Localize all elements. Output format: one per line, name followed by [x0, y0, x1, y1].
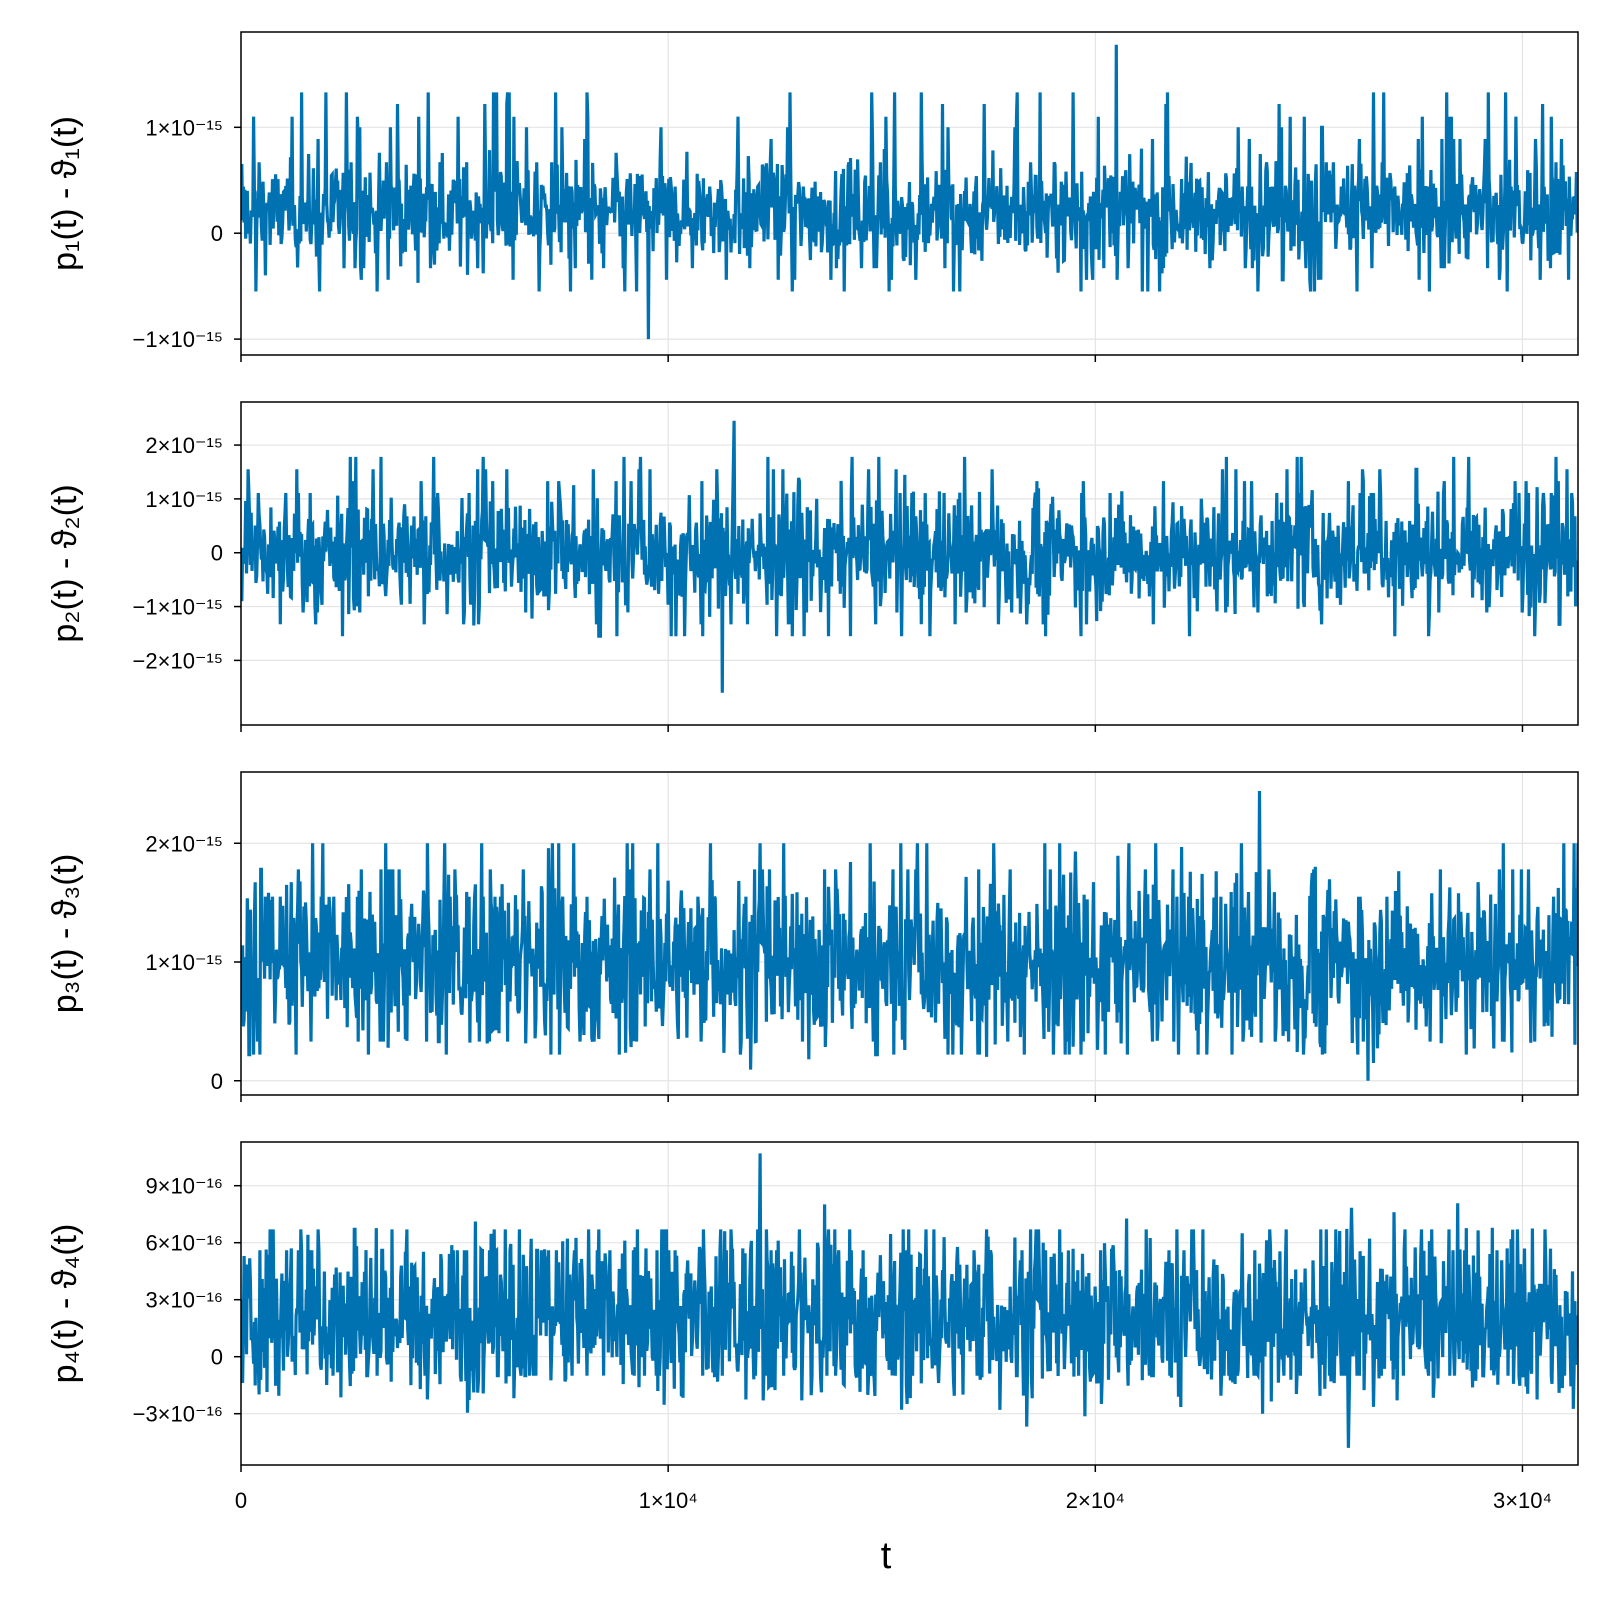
y-tick-label: −1×10⁻¹⁵ — [133, 595, 223, 620]
y-axis-label: p₄(t) - ϑ₄(t) — [46, 1224, 84, 1384]
y-axis-label: p₁(t) - ϑ₁(t) — [46, 116, 84, 271]
y-tick-label: 3×10⁻¹⁶ — [145, 1288, 223, 1313]
panel-4: 9×10⁻¹⁶ 6×10⁻¹⁶ 3×10⁻¹⁶ 0 −3×10⁻¹⁶ 0 1×10⁴ 2×10… — [46, 1141, 1579, 1513]
y-tick-label: −2×10⁻¹⁵ — [133, 648, 223, 673]
y-tick-label: 6×10⁻¹⁶ — [145, 1231, 223, 1256]
plot-frame — [240, 401, 1579, 726]
x-tick-label: 0 — [235, 1488, 247, 1513]
y-tick-label: 0 — [211, 541, 223, 566]
x-tick-label: 2×10⁴ — [1066, 1488, 1125, 1513]
y-axis-label: p₂(t) - ϑ₂(t) — [46, 484, 84, 642]
y-tick-label: −3×10⁻¹⁶ — [133, 1402, 223, 1427]
x-axis-label: t — [881, 1535, 892, 1577]
y-tick-label: −1×10⁻¹⁵ — [133, 327, 223, 352]
x-tick-label: 3×10⁴ — [1493, 1488, 1552, 1513]
y-tick-label: 2×10⁻¹⁵ — [145, 831, 223, 856]
y-tick-label: 9×10⁻¹⁶ — [145, 1174, 223, 1199]
y-tick-label: 1×10⁻¹⁵ — [145, 115, 223, 140]
x-tick-label: 1×10⁴ — [639, 1488, 698, 1513]
series-line — [241, 420, 1578, 693]
y-tick-label: 0 — [211, 221, 223, 246]
y-tick-label: 1×10⁻¹⁵ — [145, 950, 223, 975]
panel-1: 1×10⁻¹⁵ 0 −1×10⁻¹⁵ p₁(t) - ϑ₁(t) — [46, 31, 1579, 362]
series-line — [241, 790, 1578, 1081]
series-line — [241, 44, 1578, 340]
series-line — [241, 1153, 1578, 1448]
plot-frame — [240, 31, 1579, 356]
panel-2: 2×10⁻¹⁵ 1×10⁻¹⁵ 0 −1×10⁻¹⁵ −2×10⁻¹⁵ p₂(t) - ϑ… — [46, 401, 1579, 732]
y-tick-label: 1×10⁻¹⁵ — [145, 487, 223, 512]
y-tick-label: 0 — [211, 1345, 223, 1370]
y-axis-label: p₃(t) - ϑ₃(t) — [46, 854, 84, 1014]
panels: 1×10⁻¹⁵ 0 −1×10⁻¹⁵ p₁(t) - ϑ₁(t) 2×10⁻¹⁵ 1×10… — [46, 31, 1579, 1513]
plot-frame — [240, 771, 1579, 1096]
plot-frame — [240, 1141, 1579, 1466]
y-tick-label: 0 — [211, 1069, 223, 1094]
y-tick-label: 2×10⁻¹⁵ — [145, 433, 223, 458]
panel-3: 2×10⁻¹⁵ 1×10⁻¹⁵ 0 p₃(t) - ϑ₃(t) — [46, 771, 1579, 1102]
